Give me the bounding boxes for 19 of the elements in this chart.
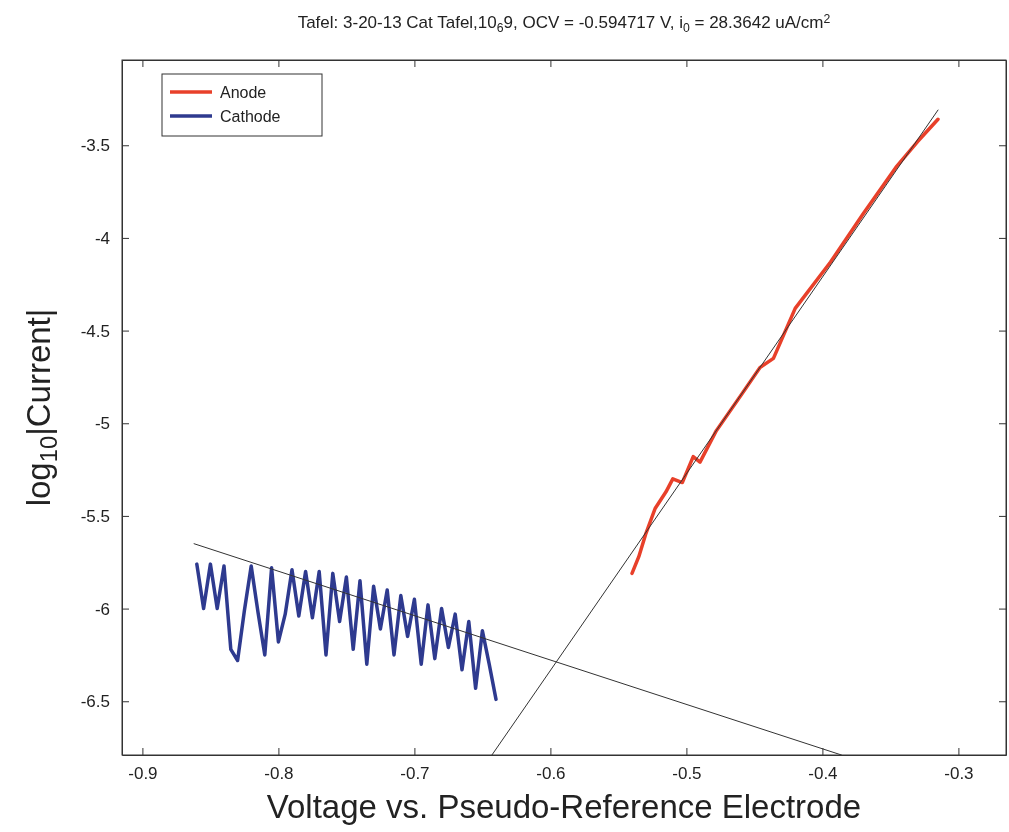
y-tick-label: -6: [94, 599, 110, 619]
x-tick-label: -0.4: [808, 764, 838, 784]
y-tick-label: -6.5: [80, 692, 110, 712]
line-series: [195, 562, 498, 702]
legend-label: Cathode: [220, 108, 281, 125]
y-tick-label: -4: [94, 228, 110, 248]
y-tick-label: -5: [94, 414, 110, 434]
chart-title: Tafel: 3-20-13 Cat Tafel,10$_{6}$9, OCV = -0.594717 V, i$_{0}$ = 28.3642 uA/cm$^{2}$: [297, 12, 831, 35]
y-tick-label: -5.5: [80, 506, 110, 526]
y-tick-label: -3.5: [80, 136, 110, 156]
x-tick-label: -0.8: [264, 764, 294, 784]
y-tick-label: -4.5: [80, 321, 110, 341]
x-tick-label: -0.5: [672, 764, 702, 784]
x-tick-label: -0.9: [128, 764, 158, 784]
x-tick-label: -0.7: [400, 764, 430, 784]
legend-label: Anode: [220, 84, 267, 101]
x-axis-title: Voltage vs. Pseudo-Reference Electrode: [266, 788, 862, 825]
x-tick-label: -0.6: [536, 764, 566, 784]
x-tick-label: -0.3: [944, 764, 974, 784]
